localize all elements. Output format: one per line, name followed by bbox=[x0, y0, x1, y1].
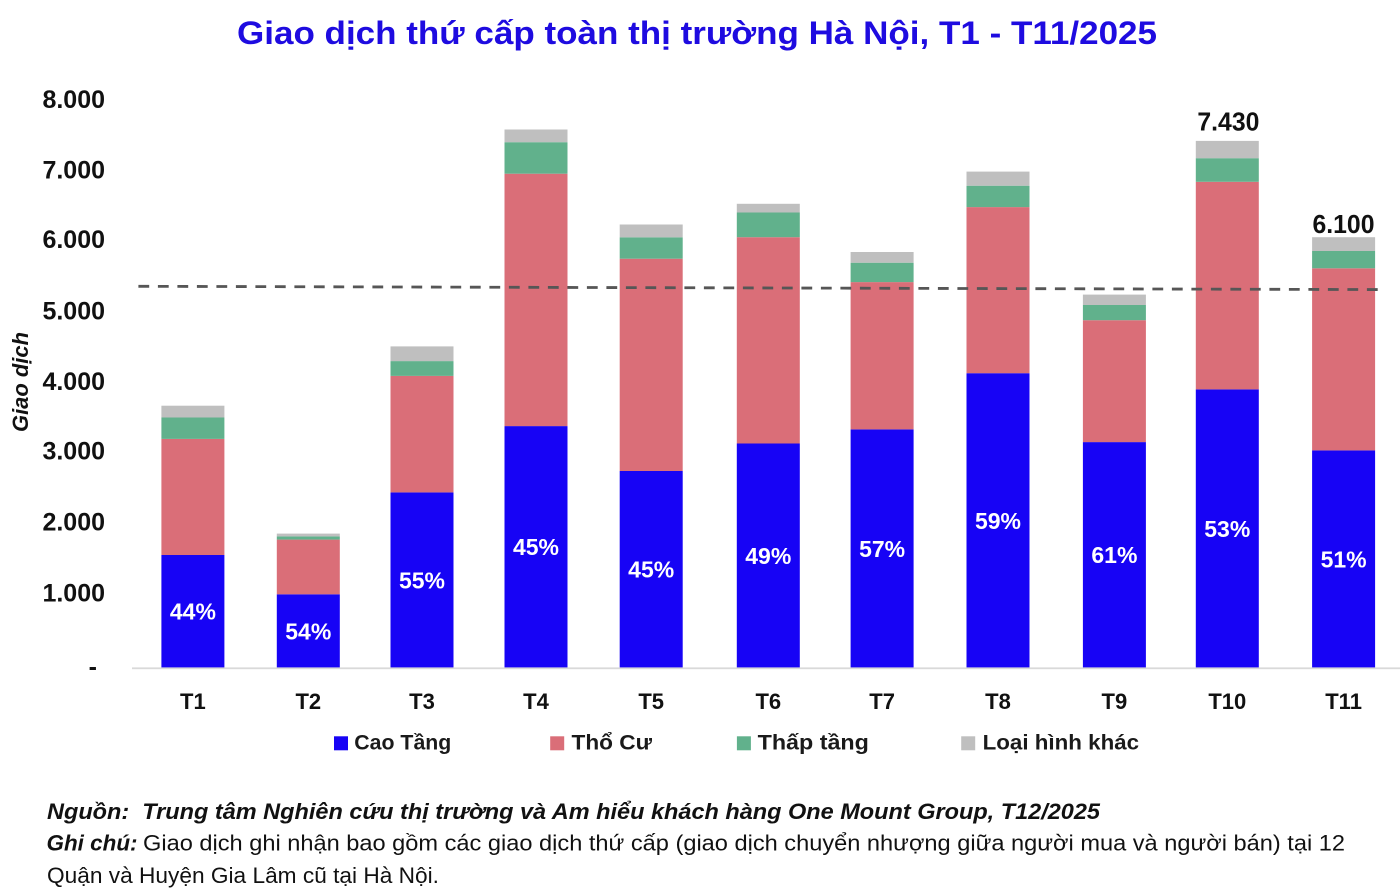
svg-text:T3: T3 bbox=[409, 689, 435, 714]
svg-text:59%: 59% bbox=[975, 508, 1021, 534]
svg-text:61%: 61% bbox=[1091, 542, 1137, 568]
svg-text:1.000: 1.000 bbox=[42, 580, 105, 608]
svg-text:53%: 53% bbox=[1204, 516, 1250, 542]
svg-text:51%: 51% bbox=[1321, 546, 1367, 572]
svg-text:Thổ Cư: Thổ Cư bbox=[572, 732, 653, 755]
svg-text:Thấp tầng: Thấp tầng bbox=[758, 732, 869, 755]
svg-text:6.100: 6.100 bbox=[1313, 209, 1375, 239]
svg-text:Giao dịch: Giao dịch bbox=[8, 332, 33, 432]
svg-text:T4: T4 bbox=[523, 689, 549, 714]
svg-text:Quận và Huyện Gia Lâm cũ tại H: Quận và Huyện Gia Lâm cũ tại Hà Nội. bbox=[47, 863, 439, 888]
svg-text:T8: T8 bbox=[985, 689, 1011, 714]
svg-text:7.430: 7.430 bbox=[1197, 107, 1259, 137]
svg-text:44%: 44% bbox=[170, 599, 216, 625]
svg-text:T10: T10 bbox=[1208, 689, 1246, 714]
svg-text:45%: 45% bbox=[513, 534, 559, 560]
svg-text:4.000: 4.000 bbox=[42, 368, 105, 396]
svg-text:3.000: 3.000 bbox=[42, 438, 105, 466]
svg-text:6.000: 6.000 bbox=[42, 226, 105, 254]
svg-text:Ghi chú:: Ghi chú: bbox=[47, 831, 138, 856]
svg-text:T9: T9 bbox=[1102, 689, 1128, 714]
svg-text:T7: T7 bbox=[869, 689, 895, 714]
svg-text:55%: 55% bbox=[399, 567, 445, 593]
svg-text:57%: 57% bbox=[859, 536, 905, 562]
svg-text:T2: T2 bbox=[295, 689, 321, 714]
svg-text:54%: 54% bbox=[285, 618, 331, 644]
svg-text:Giao dịch thứ cấp toàn thị trư: Giao dịch thứ cấp toàn thị trường Hà Nội… bbox=[237, 15, 1157, 51]
svg-text:T5: T5 bbox=[638, 689, 664, 714]
svg-text:T6: T6 bbox=[755, 689, 781, 714]
svg-text:Cao Tầng: Cao Tầng bbox=[354, 732, 451, 755]
svg-text:45%: 45% bbox=[628, 557, 674, 583]
svg-text:49%: 49% bbox=[745, 543, 791, 569]
svg-text:-: - bbox=[89, 653, 97, 681]
svg-text:Giao dịch ghi nhận bao gồm các: Giao dịch ghi nhận bao gồm các giao dịch… bbox=[143, 831, 1345, 856]
svg-text:Nguồn: Trung tâm Nghiên cứu t: Nguồn: Trung tâm Nghiên cứu thị trường v… bbox=[47, 799, 1101, 824]
svg-text:T1: T1 bbox=[180, 689, 206, 714]
svg-text:2.000: 2.000 bbox=[42, 509, 105, 537]
svg-text:T11: T11 bbox=[1325, 689, 1362, 714]
svg-text:8.000: 8.000 bbox=[42, 86, 105, 114]
svg-text:7.000: 7.000 bbox=[42, 157, 105, 185]
svg-text:5.000: 5.000 bbox=[42, 298, 105, 326]
svg-text:Loại hình khác: Loại hình khác bbox=[983, 732, 1140, 755]
